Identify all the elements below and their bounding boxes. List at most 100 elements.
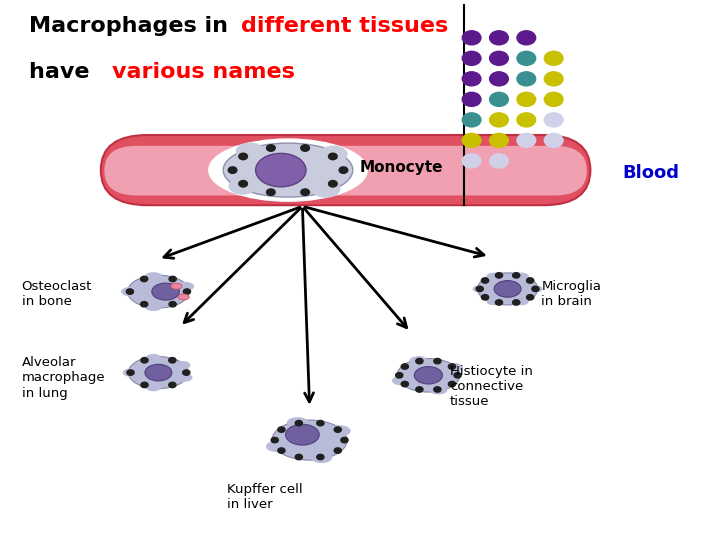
Circle shape bbox=[339, 167, 348, 173]
Circle shape bbox=[532, 286, 539, 292]
Circle shape bbox=[168, 382, 176, 388]
Ellipse shape bbox=[287, 417, 309, 428]
Circle shape bbox=[490, 51, 508, 65]
Circle shape bbox=[295, 454, 302, 460]
Text: Osteoclast
in bone: Osteoclast in bone bbox=[22, 280, 92, 308]
Ellipse shape bbox=[487, 273, 501, 280]
Text: various names: various names bbox=[112, 62, 294, 82]
Circle shape bbox=[317, 454, 324, 460]
Ellipse shape bbox=[122, 368, 138, 377]
Circle shape bbox=[301, 145, 310, 151]
Circle shape bbox=[278, 448, 285, 453]
Ellipse shape bbox=[272, 420, 347, 460]
Circle shape bbox=[513, 273, 520, 278]
Ellipse shape bbox=[319, 145, 348, 163]
Circle shape bbox=[490, 133, 508, 147]
Circle shape bbox=[295, 421, 302, 426]
Circle shape bbox=[266, 189, 275, 195]
Circle shape bbox=[517, 113, 536, 127]
Ellipse shape bbox=[310, 452, 333, 463]
Circle shape bbox=[141, 357, 148, 363]
Text: Microglia
in brain: Microglia in brain bbox=[541, 280, 601, 308]
Ellipse shape bbox=[145, 383, 161, 391]
Ellipse shape bbox=[209, 139, 367, 201]
Ellipse shape bbox=[176, 282, 194, 291]
Ellipse shape bbox=[444, 363, 463, 372]
Circle shape bbox=[266, 145, 275, 151]
Circle shape bbox=[482, 295, 489, 300]
Circle shape bbox=[490, 154, 508, 168]
Circle shape bbox=[544, 51, 563, 65]
Circle shape bbox=[517, 92, 536, 106]
Text: Kupffer cell
in liver: Kupffer cell in liver bbox=[227, 483, 302, 511]
Circle shape bbox=[239, 153, 248, 160]
Ellipse shape bbox=[121, 287, 139, 296]
Circle shape bbox=[517, 51, 536, 65]
Ellipse shape bbox=[528, 285, 543, 293]
Circle shape bbox=[415, 359, 423, 364]
Circle shape bbox=[544, 92, 563, 106]
Ellipse shape bbox=[178, 294, 189, 300]
Circle shape bbox=[434, 387, 441, 392]
Text: different tissues: different tissues bbox=[241, 16, 449, 36]
Circle shape bbox=[239, 180, 248, 187]
Ellipse shape bbox=[392, 376, 410, 385]
Circle shape bbox=[168, 357, 176, 363]
Text: Blood: Blood bbox=[623, 164, 680, 182]
Ellipse shape bbox=[171, 283, 182, 289]
Circle shape bbox=[126, 289, 133, 294]
Ellipse shape bbox=[223, 143, 353, 197]
Circle shape bbox=[526, 278, 534, 283]
Ellipse shape bbox=[235, 143, 264, 160]
Circle shape bbox=[396, 373, 403, 378]
FancyBboxPatch shape bbox=[104, 146, 587, 195]
Circle shape bbox=[495, 300, 503, 305]
Circle shape bbox=[140, 301, 148, 307]
Circle shape bbox=[513, 300, 520, 305]
FancyBboxPatch shape bbox=[101, 135, 590, 205]
Ellipse shape bbox=[228, 178, 257, 195]
Ellipse shape bbox=[514, 298, 528, 305]
Circle shape bbox=[490, 92, 508, 106]
Ellipse shape bbox=[329, 426, 351, 436]
Ellipse shape bbox=[145, 364, 172, 381]
Circle shape bbox=[517, 72, 536, 86]
Circle shape bbox=[454, 373, 461, 378]
Ellipse shape bbox=[472, 285, 487, 293]
Circle shape bbox=[526, 295, 534, 300]
Circle shape bbox=[482, 278, 489, 283]
Ellipse shape bbox=[256, 153, 306, 187]
Circle shape bbox=[301, 189, 310, 195]
Circle shape bbox=[317, 421, 324, 426]
Ellipse shape bbox=[175, 361, 191, 369]
Circle shape bbox=[228, 167, 237, 173]
Ellipse shape bbox=[145, 272, 162, 281]
Circle shape bbox=[401, 381, 408, 387]
Ellipse shape bbox=[494, 281, 521, 297]
Circle shape bbox=[517, 133, 536, 147]
Circle shape bbox=[140, 276, 148, 282]
Circle shape bbox=[141, 382, 148, 388]
Text: Alveolar
macrophage
in lung: Alveolar macrophage in lung bbox=[22, 356, 105, 400]
Text: Macrophages in: Macrophages in bbox=[29, 16, 235, 36]
Circle shape bbox=[544, 113, 563, 127]
Circle shape bbox=[127, 370, 134, 375]
Ellipse shape bbox=[176, 374, 192, 382]
Circle shape bbox=[517, 31, 536, 45]
Ellipse shape bbox=[410, 356, 428, 366]
Circle shape bbox=[278, 427, 285, 433]
Circle shape bbox=[544, 72, 563, 86]
Text: have: have bbox=[29, 62, 97, 82]
Ellipse shape bbox=[128, 356, 189, 389]
Ellipse shape bbox=[477, 273, 538, 305]
Ellipse shape bbox=[429, 385, 447, 395]
Circle shape bbox=[544, 133, 563, 147]
Circle shape bbox=[169, 276, 176, 282]
Text: Monocyte: Monocyte bbox=[360, 160, 444, 175]
Ellipse shape bbox=[266, 441, 288, 452]
Ellipse shape bbox=[487, 298, 501, 305]
Text: Histiocyte in
connective
tissue: Histiocyte in connective tissue bbox=[450, 364, 533, 408]
Circle shape bbox=[415, 387, 423, 392]
Circle shape bbox=[449, 364, 456, 369]
Ellipse shape bbox=[514, 273, 528, 280]
